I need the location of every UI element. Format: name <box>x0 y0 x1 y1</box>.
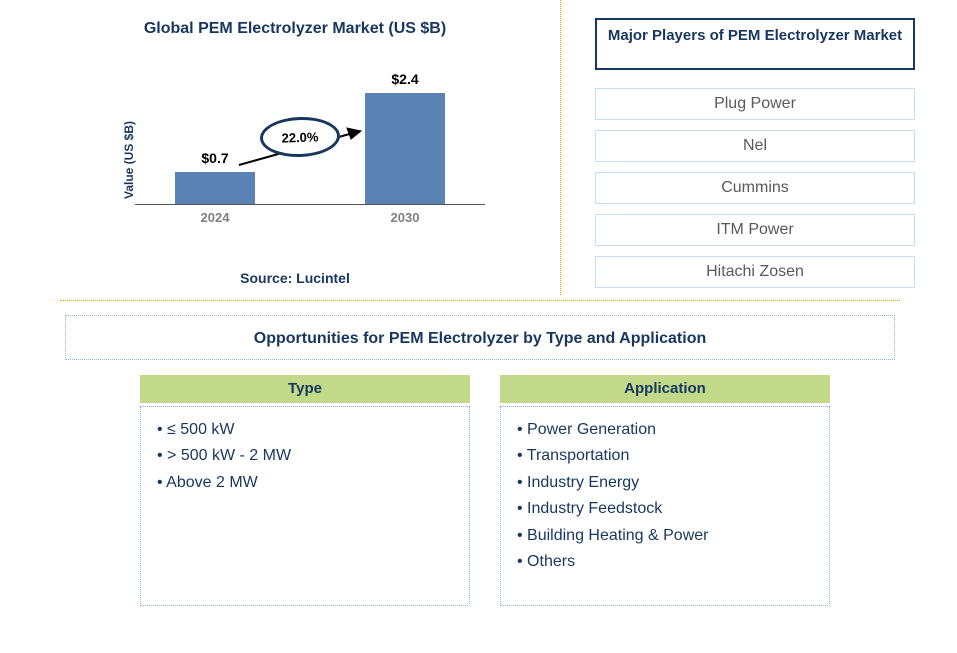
growth-rate-value: 22.0% <box>281 129 318 145</box>
bar-value-label: $2.4 <box>365 71 445 87</box>
list-item: Industry Energy <box>517 470 813 496</box>
column-body: ≤ 500 kW> 500 kW - 2 MWAbove 2 MW <box>140 406 470 606</box>
column-header: Application <box>500 375 830 403</box>
player-item: Cummins <box>595 172 915 204</box>
list-item: > 500 kW - 2 MW <box>157 443 453 469</box>
list-item: Above 2 MW <box>157 470 453 496</box>
horizontal-divider <box>60 300 900 301</box>
list-item: Power Generation <box>517 417 813 443</box>
column-body: Power GenerationTransportationIndustry E… <box>500 406 830 606</box>
list-item: Others <box>517 549 813 575</box>
list-item: Industry Feedstock <box>517 496 813 522</box>
chart-bar: $0.7 <box>175 172 255 204</box>
chart-title: Global PEM Electrolyzer Market (US $B) <box>60 20 530 38</box>
players-heading: Major Players of PEM Electrolyzer Market <box>595 18 915 70</box>
player-item: Nel <box>595 130 915 162</box>
bar-chart: Value (US $B) $0.7 $2.4 22.0% 2024 2030 <box>120 85 500 235</box>
player-item: Plug Power <box>595 88 915 120</box>
player-item: ITM Power <box>595 214 915 246</box>
opportunities-heading: Opportunities for PEM Electrolyzer by Ty… <box>65 315 895 360</box>
vertical-divider <box>560 0 561 295</box>
x-axis-label: 2024 <box>175 210 255 225</box>
opportunity-column: Application Power GenerationTransportatio… <box>500 375 830 606</box>
y-axis-label: Value (US $B) <box>122 121 136 199</box>
column-header: Type <box>140 375 470 403</box>
source-text: Source: Lucintel <box>60 270 530 286</box>
x-axis-label: 2030 <box>365 210 445 225</box>
list-item: Building Heating & Power <box>517 523 813 549</box>
opportunity-column: Type ≤ 500 kW> 500 kW - 2 MWAbove 2 MW <box>140 375 470 606</box>
chart-bar: $2.4 <box>365 93 445 204</box>
list-item: ≤ 500 kW <box>157 417 453 443</box>
player-item: Hitachi Zosen <box>595 256 915 288</box>
list-item: Transportation <box>517 443 813 469</box>
